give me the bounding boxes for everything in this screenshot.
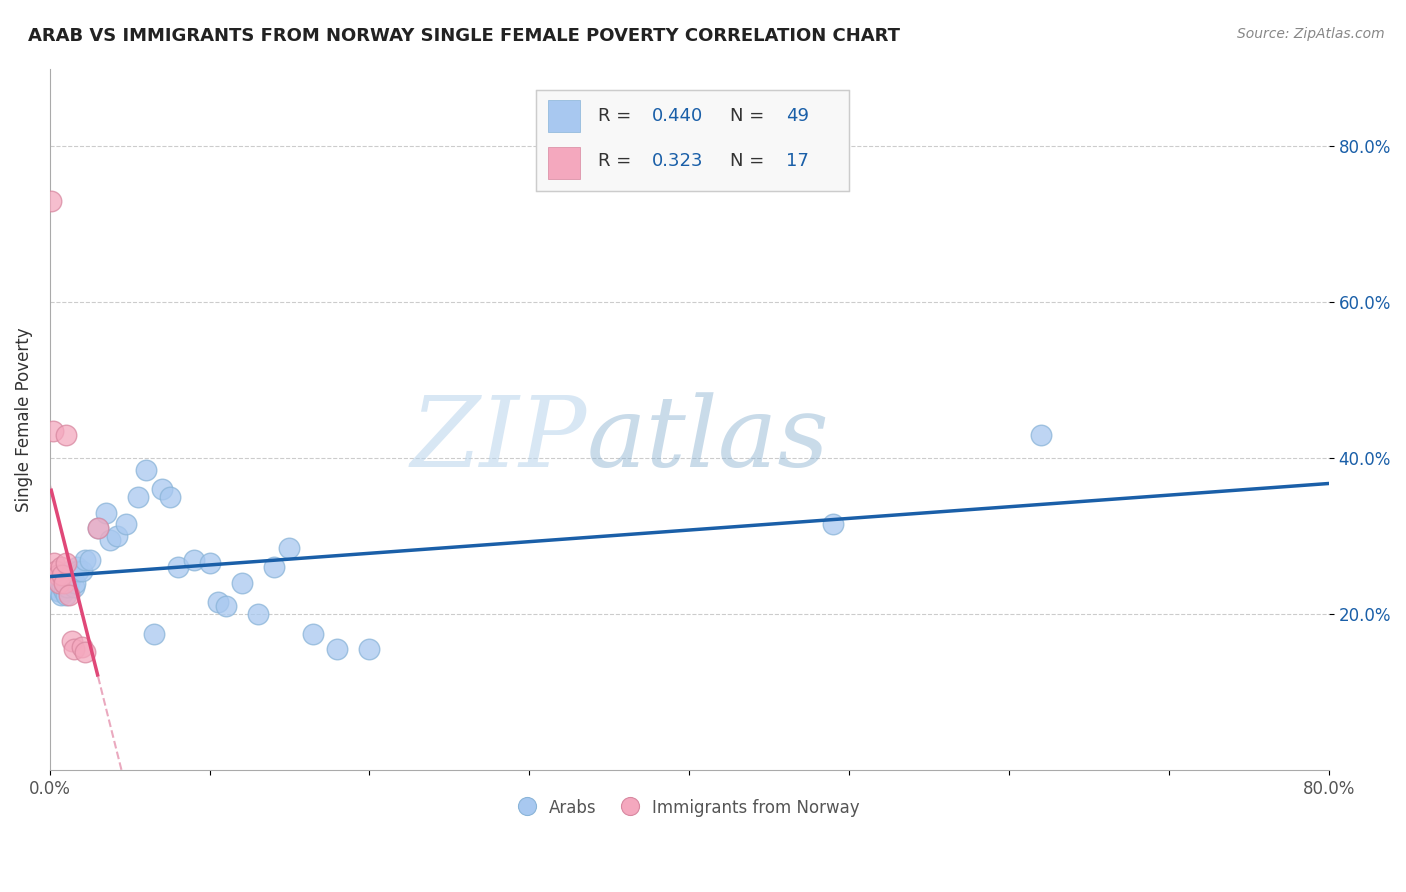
Point xyxy=(55,588,77,602)
Point xyxy=(48,576,70,591)
Point xyxy=(53,576,76,591)
Point xyxy=(66,560,89,574)
Point xyxy=(198,557,221,571)
Point xyxy=(45,564,67,578)
Point xyxy=(53,583,76,598)
Point xyxy=(51,580,73,594)
Point xyxy=(55,557,77,571)
Text: ZIP: ZIP xyxy=(411,392,586,488)
Point xyxy=(51,572,73,586)
Point xyxy=(302,626,325,640)
Point xyxy=(53,568,76,582)
Point xyxy=(150,483,173,497)
Point xyxy=(48,583,70,598)
Point xyxy=(60,568,83,582)
Text: ARAB VS IMMIGRANTS FROM NORWAY SINGLE FEMALE POVERTY CORRELATION CHART: ARAB VS IMMIGRANTS FROM NORWAY SINGLE FE… xyxy=(28,27,900,45)
Point xyxy=(59,564,82,578)
Point xyxy=(246,607,269,621)
Point xyxy=(65,576,87,591)
Point xyxy=(105,529,128,543)
Point xyxy=(44,557,66,571)
Point xyxy=(73,552,96,566)
Point xyxy=(263,560,285,574)
Point xyxy=(94,506,117,520)
Point xyxy=(46,583,69,598)
Point xyxy=(166,560,188,574)
Point xyxy=(115,517,138,532)
Point xyxy=(58,588,80,602)
Point xyxy=(127,490,149,504)
Point xyxy=(73,644,96,658)
Point xyxy=(70,640,93,654)
Point xyxy=(58,576,80,591)
Point xyxy=(278,541,301,555)
Point xyxy=(183,552,205,566)
Point xyxy=(823,517,845,532)
Point xyxy=(51,568,73,582)
Point xyxy=(326,642,349,657)
Point xyxy=(42,424,65,438)
Point xyxy=(55,427,77,442)
Point xyxy=(359,642,381,657)
Legend: Arabs, Immigrants from Norway: Arabs, Immigrants from Norway xyxy=(512,791,866,825)
Point xyxy=(62,580,84,594)
Point xyxy=(67,564,90,578)
Y-axis label: Single Female Poverty: Single Female Poverty xyxy=(15,327,32,512)
Point xyxy=(159,490,181,504)
Point xyxy=(49,576,72,591)
Point xyxy=(56,580,79,594)
Point xyxy=(86,521,108,535)
Point xyxy=(70,564,93,578)
Point xyxy=(1029,427,1052,442)
Point xyxy=(231,576,253,591)
Point xyxy=(62,642,84,657)
Point xyxy=(46,568,69,582)
Point xyxy=(100,533,122,547)
Point xyxy=(46,568,69,582)
Point xyxy=(39,194,62,208)
Point xyxy=(207,595,229,609)
Point xyxy=(55,580,77,594)
Point xyxy=(49,588,72,602)
Point xyxy=(214,599,236,614)
Text: Source: ZipAtlas.com: Source: ZipAtlas.com xyxy=(1237,27,1385,41)
Point xyxy=(142,626,165,640)
Point xyxy=(45,580,67,594)
Text: atlas: atlas xyxy=(586,392,830,488)
Point xyxy=(49,560,72,574)
Point xyxy=(79,552,101,566)
Point xyxy=(60,634,83,648)
Point xyxy=(135,463,157,477)
Point xyxy=(86,521,108,535)
Point xyxy=(44,576,66,591)
Point xyxy=(48,576,70,591)
